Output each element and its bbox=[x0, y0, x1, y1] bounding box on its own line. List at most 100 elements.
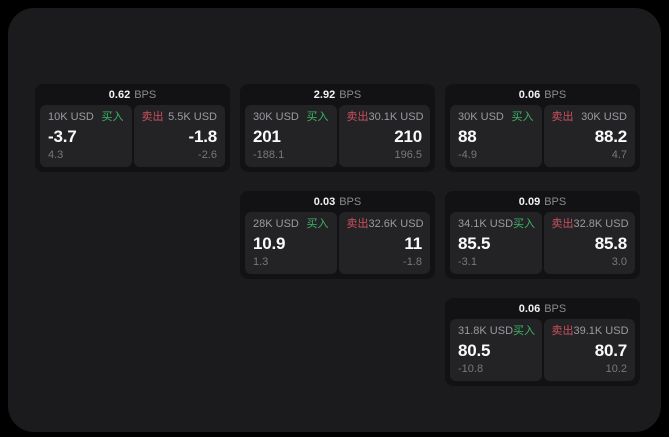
buy-tag: 买入 bbox=[513, 325, 536, 337]
buy-size-label: 28K USD bbox=[253, 218, 299, 230]
buy-secondary-value: -3.1 bbox=[458, 256, 477, 268]
buy-tile[interactable]: 31.8K USD 买入 80.5 -10.8 bbox=[450, 319, 542, 381]
buy-size-label: 31.8K USD bbox=[458, 325, 514, 337]
sell-tile-header: 卖出 5.5K USD bbox=[142, 112, 218, 123]
buy-secondary-value: -10.8 bbox=[458, 363, 484, 375]
sell-tile[interactable]: 卖出 5.5K USD -1.8 -2.6 bbox=[133, 105, 225, 167]
card-header: 2.92 BPS bbox=[240, 84, 435, 105]
buy-tile[interactable]: 34.1K USD 买入 85.5 -3.1 bbox=[450, 212, 542, 274]
buy-size-label: 30K USD bbox=[253, 111, 299, 123]
bps-unit-label: BPS bbox=[544, 195, 567, 208]
buy-price: 85.5 bbox=[458, 234, 491, 253]
card-body: 28K USD 买入 10.9 1.3 卖出 32.6K USD 11 -1.8 bbox=[240, 212, 435, 279]
sell-secondary-value: 4.7 bbox=[611, 149, 627, 161]
buy-tag: 买入 bbox=[511, 111, 534, 123]
spread-bps-value: 0.03 bbox=[313, 195, 336, 208]
quote-card: 0.06 BPS 31.8K USD 买入 80.5 -10.8 卖出 39.1… bbox=[445, 298, 640, 386]
sell-tile[interactable]: 卖出 30K USD 88.2 4.7 bbox=[543, 105, 635, 167]
sell-price: -1.8 bbox=[188, 127, 218, 146]
card-header: 0.03 BPS bbox=[240, 191, 435, 212]
spread-bps-value: 0.06 bbox=[518, 88, 541, 101]
buy-price: 201 bbox=[253, 127, 281, 146]
sell-tag: 卖出 bbox=[346, 111, 369, 123]
card-header: 0.06 BPS bbox=[445, 298, 640, 319]
sell-size-label: 32.6K USD bbox=[368, 218, 424, 230]
buy-tile-header: 34.1K USD 买入 bbox=[458, 218, 536, 230]
sell-tile[interactable]: 卖出 30.1K USD 210 196.5 bbox=[338, 105, 430, 167]
sell-secondary-value: 10.2 bbox=[605, 363, 627, 375]
sell-size-label: 30.1K USD bbox=[368, 111, 424, 123]
sell-price: 88.2 bbox=[594, 127, 627, 146]
buy-tile[interactable]: 10K USD 买入 -3.7 4.3 bbox=[40, 105, 132, 167]
buy-tile-header: 31.8K USD 买入 bbox=[458, 325, 536, 337]
sell-size-label: 39.1K USD bbox=[573, 325, 629, 337]
sell-tile-header: 卖出 30K USD bbox=[552, 112, 628, 123]
bps-unit-label: BPS bbox=[544, 88, 567, 101]
buy-price: 88 bbox=[458, 127, 477, 146]
quote-card: 0.62 BPS 10K USD 买入 -3.7 4.3 卖出 5.5K USD… bbox=[35, 84, 230, 172]
quote-card: 0.09 BPS 34.1K USD 买入 85.5 -3.1 卖出 32.8K… bbox=[445, 191, 640, 279]
buy-tile[interactable]: 30K USD 买入 88 -4.9 bbox=[450, 105, 542, 167]
buy-secondary-value: -4.9 bbox=[458, 149, 477, 161]
buy-secondary-value: -188.1 bbox=[253, 149, 285, 161]
sell-size-label: 5.5K USD bbox=[168, 111, 217, 123]
card-body: 30K USD 买入 201 -188.1 卖出 30.1K USD 210 1… bbox=[240, 105, 435, 172]
sell-tag: 卖出 bbox=[551, 218, 574, 230]
buy-tag: 买入 bbox=[306, 111, 329, 123]
bps-unit-label: BPS bbox=[134, 88, 157, 101]
sell-tag: 卖出 bbox=[141, 111, 164, 123]
sell-tile-header: 卖出 32.8K USD bbox=[551, 218, 629, 230]
sell-secondary-value: 3.0 bbox=[611, 256, 627, 268]
card-body: 10K USD 买入 -3.7 4.3 卖出 5.5K USD -1.8 -2.… bbox=[35, 105, 230, 172]
buy-size-label: 34.1K USD bbox=[458, 218, 514, 230]
sell-tile[interactable]: 卖出 32.8K USD 85.8 3.0 bbox=[543, 212, 635, 274]
sell-tile-header: 卖出 39.1K USD bbox=[551, 325, 629, 337]
buy-size-label: 10K USD bbox=[48, 111, 94, 123]
buy-tile[interactable]: 28K USD 买入 10.9 1.3 bbox=[245, 212, 337, 274]
card-header: 0.62 BPS bbox=[35, 84, 230, 105]
buy-tile[interactable]: 30K USD 买入 201 -188.1 bbox=[245, 105, 337, 167]
sell-tag: 卖出 bbox=[551, 325, 574, 337]
sell-size-label: 30K USD bbox=[581, 111, 627, 123]
card-header: 0.09 BPS bbox=[445, 191, 640, 212]
sell-tile-header: 卖出 30.1K USD bbox=[346, 111, 424, 123]
sell-price: 85.8 bbox=[594, 234, 627, 253]
sell-secondary-value: 196.5 bbox=[394, 149, 422, 161]
sell-tile[interactable]: 卖出 32.6K USD 11 -1.8 bbox=[338, 212, 430, 274]
quote-card: 2.92 BPS 30K USD 买入 201 -188.1 卖出 30.1K … bbox=[240, 84, 435, 172]
sell-secondary-value: -2.6 bbox=[198, 149, 217, 161]
sell-tag: 卖出 bbox=[551, 111, 574, 123]
sell-price: 11 bbox=[404, 234, 422, 253]
buy-tile-header: 28K USD 买入 bbox=[253, 219, 329, 230]
buy-size-label: 30K USD bbox=[458, 111, 504, 123]
quote-card: 0.06 BPS 30K USD 买入 88 -4.9 卖出 30K USD 8… bbox=[445, 84, 640, 172]
buy-price: 80.5 bbox=[458, 341, 491, 360]
spread-bps-value: 2.92 bbox=[313, 88, 336, 101]
quote-board-panel: 0.62 BPS 10K USD 买入 -3.7 4.3 卖出 5.5K USD… bbox=[8, 8, 661, 432]
card-body: 34.1K USD 买入 85.5 -3.1 卖出 32.8K USD 85.8… bbox=[445, 212, 640, 279]
sell-size-label: 32.8K USD bbox=[573, 218, 629, 230]
cards-grid: 0.62 BPS 10K USD 买入 -3.7 4.3 卖出 5.5K USD… bbox=[35, 84, 640, 386]
buy-secondary-value: 1.3 bbox=[253, 256, 269, 268]
sell-tile[interactable]: 卖出 39.1K USD 80.7 10.2 bbox=[543, 319, 635, 381]
sell-tile-header: 卖出 32.6K USD bbox=[346, 218, 424, 230]
buy-tag: 买入 bbox=[513, 218, 536, 230]
bps-unit-label: BPS bbox=[544, 302, 567, 315]
buy-secondary-value: 4.3 bbox=[48, 149, 64, 161]
sell-tag: 卖出 bbox=[346, 218, 369, 230]
bps-unit-label: BPS bbox=[339, 195, 362, 208]
buy-tag: 买入 bbox=[306, 218, 329, 230]
buy-tile-header: 10K USD 买入 bbox=[48, 112, 124, 123]
sell-price: 210 bbox=[394, 127, 422, 146]
card-header: 0.06 BPS bbox=[445, 84, 640, 105]
buy-price: 10.9 bbox=[253, 234, 286, 253]
card-body: 31.8K USD 买入 80.5 -10.8 卖出 39.1K USD 80.… bbox=[445, 319, 640, 386]
quote-card: 0.03 BPS 28K USD 买入 10.9 1.3 卖出 32.6K US… bbox=[240, 191, 435, 279]
buy-tag: 买入 bbox=[101, 111, 124, 123]
buy-price: -3.7 bbox=[48, 127, 77, 146]
spread-bps-value: 0.62 bbox=[108, 88, 131, 101]
spread-bps-value: 0.09 bbox=[518, 195, 541, 208]
card-body: 30K USD 买入 88 -4.9 卖出 30K USD 88.2 4.7 bbox=[445, 105, 640, 172]
sell-secondary-value: -1.8 bbox=[403, 256, 422, 268]
